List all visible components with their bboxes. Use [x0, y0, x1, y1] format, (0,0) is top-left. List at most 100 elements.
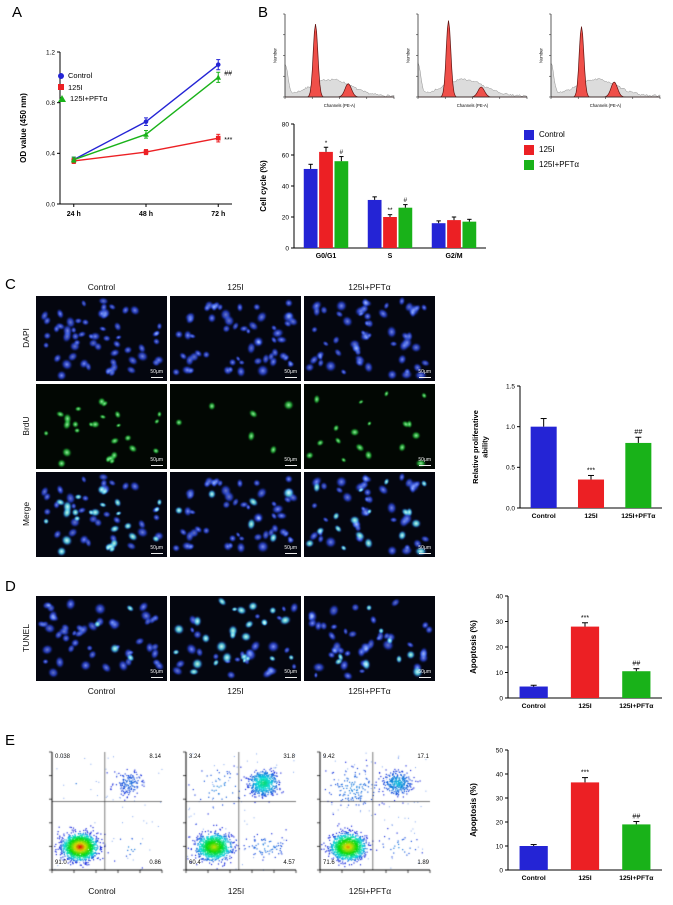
- svg-text:125I+PFTα: 125I+PFTα: [619, 703, 654, 710]
- svg-text:125I: 125I: [578, 703, 591, 710]
- dapi-control-image: 50μm: [36, 296, 167, 381]
- cell-cycle-histogram-125i: Number Channels (PE-A): [406, 13, 528, 108]
- dapi-125i-pfta-image: 50μm: [304, 296, 435, 381]
- svg-text:40: 40: [496, 771, 504, 778]
- scale-bar-label: 50μm: [418, 369, 431, 375]
- svg-text:OD value (450 nm): OD value (450 nm): [19, 93, 28, 163]
- svg-text:1.0: 1.0: [506, 424, 515, 431]
- brdu-125i-pfta-image: 50μm: [304, 384, 435, 469]
- row-label-brdu: BrdU: [21, 416, 31, 436]
- svg-text:0.0: 0.0: [506, 505, 515, 512]
- quadrant-lr-value: 1.89: [417, 860, 429, 866]
- svg-text:Number: Number: [539, 47, 544, 62]
- legend-item-control: Control: [524, 130, 579, 140]
- legend-item-125i-pfta: 125I+PFTα: [58, 95, 107, 103]
- svg-text:G0/G1: G0/G1: [316, 253, 337, 260]
- scale-bar-line: [419, 377, 431, 378]
- svg-text:1.2: 1.2: [46, 49, 55, 56]
- column-label-125i-pfta: 125I+PFTα: [348, 686, 391, 696]
- svg-text:125I+PFTα: 125I+PFTα: [621, 513, 656, 520]
- brdu-control-image: 50μm: [36, 384, 167, 469]
- column-header-125i: 125I: [227, 282, 244, 292]
- panel-a-legend: Control 125I 125I+PFTα: [58, 72, 107, 103]
- legend-item-125i: 125I: [524, 145, 579, 155]
- scale-bar-line: [419, 553, 431, 554]
- svg-text:##: ##: [634, 429, 642, 436]
- svg-text:0.8: 0.8: [46, 100, 55, 107]
- svg-text:125I: 125I: [584, 513, 597, 520]
- panel-a-line-chart: 0.0 0.4 0.8 1.2 OD value (450 nm) 24 h 48 h 72 …: [19, 49, 233, 218]
- svg-text:Number: Number: [406, 47, 411, 62]
- 125i-pfta-marker-icon: [58, 95, 66, 103]
- panel-a-label: A: [12, 4, 23, 21]
- scale-bar-line: [285, 465, 297, 466]
- svg-text:##: ##: [632, 814, 640, 821]
- scale-bar-line: [285, 677, 297, 678]
- svg-text:Apoptosis (%): Apoptosis (%): [469, 620, 478, 674]
- svg-text:Number: Number: [273, 47, 278, 62]
- column-header-control: Control: [87, 282, 116, 292]
- svg-text:G2/M: G2/M: [445, 253, 462, 260]
- cell-cycle-bar-chart: 0 20 40 60 80 Cell cycle (%) G0/G1 * # S ** # G2/M: [259, 121, 486, 260]
- scale-bar-line: [151, 377, 163, 378]
- svg-text:0.4: 0.4: [46, 151, 55, 158]
- quadrant-ll-value: 60.4: [189, 860, 201, 866]
- svg-text:#: #: [340, 149, 344, 156]
- svg-text:24 h: 24 h: [67, 211, 81, 218]
- legend-label: 125I+PFTα: [539, 160, 579, 169]
- 125i-marker-icon: [58, 84, 64, 91]
- scale-bar-label: 50μm: [418, 669, 431, 675]
- svg-text:80: 80: [282, 121, 290, 128]
- svg-text:20: 20: [282, 214, 290, 221]
- flow-apoptosis-bar-chart: 0 10 20 30 40 50 Apoptosis (%) Control *** 125I ##…: [469, 747, 662, 882]
- quadrant-ul-value: 0.038: [55, 754, 71, 760]
- svg-text:***: ***: [224, 137, 232, 144]
- scale-bar-label: 50μm: [284, 457, 297, 463]
- column-header-125i-pfta: 125I+PFTα: [348, 282, 391, 292]
- scale-bar-label: 50μm: [284, 545, 297, 551]
- quadrant-ur-value: 31.8: [283, 754, 295, 760]
- svg-text:Channels (PE-A): Channels (PE-A): [590, 103, 622, 108]
- svg-text:20: 20: [496, 644, 504, 651]
- svg-text:0.0: 0.0: [46, 201, 55, 208]
- svg-text:30: 30: [496, 795, 504, 802]
- legend-label: Control: [68, 71, 93, 80]
- svg-text:20: 20: [496, 819, 504, 826]
- quadrant-lr-value: 4.57: [283, 860, 295, 866]
- dapi-125i-image: 50μm: [170, 296, 301, 381]
- legend-label: 125I: [539, 145, 555, 154]
- svg-text:##: ##: [224, 70, 232, 77]
- svg-text:10: 10: [496, 843, 504, 850]
- legend-label: 125I+PFTα: [70, 94, 108, 103]
- scale-bar-line: [151, 465, 163, 466]
- legend-item-125i-pfta: 125I+PFTα: [524, 160, 579, 170]
- svg-text:48 h: 48 h: [139, 211, 153, 218]
- tunel-125i-pfta-image: 50μm: [304, 596, 435, 681]
- scatter-label-125i: 125I: [227, 886, 245, 896]
- svg-text:***: ***: [581, 770, 589, 777]
- svg-text:0: 0: [499, 867, 503, 874]
- svg-text:Control: Control: [522, 703, 546, 710]
- quadrant-ur-value: 8.14: [149, 754, 161, 760]
- merge-125i-pfta-image: 50μm: [304, 472, 435, 557]
- scale-bar-label: 50μm: [150, 457, 163, 463]
- svg-text:10: 10: [496, 670, 504, 677]
- scale-bar-label: 50μm: [418, 545, 431, 551]
- svg-text:ability: ability: [481, 435, 490, 458]
- row-label-dapi: DAPI: [21, 328, 31, 348]
- svg-text:0: 0: [285, 245, 289, 252]
- svg-text:Control: Control: [532, 513, 556, 520]
- svg-text:#: #: [404, 197, 408, 204]
- quadrant-ll-value: 71.6: [323, 860, 335, 866]
- proliferation-bar-chart: 0.0 0.5 1.0 1.5 Relative proliferative abilit…: [471, 383, 662, 520]
- legend-label: Control: [539, 130, 565, 139]
- column-label-control: Control: [87, 686, 116, 696]
- flow-scatter-control: 0.038 8.14 91.0 0.86 Control: [38, 748, 166, 900]
- merge-125i-image: 50μm: [170, 472, 301, 557]
- control-marker-icon: [58, 72, 64, 79]
- quadrant-ll-value: 91.0: [55, 860, 67, 866]
- svg-text:1.5: 1.5: [506, 383, 515, 390]
- svg-text:125I: 125I: [578, 875, 591, 882]
- svg-text:##: ##: [632, 661, 640, 668]
